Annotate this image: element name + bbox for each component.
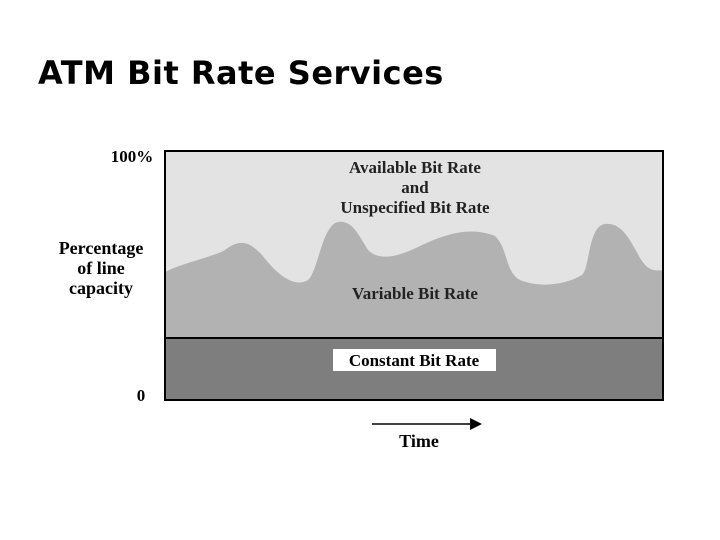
constant-bit-rate-label-box [333, 349, 496, 371]
time-label: Time [399, 431, 439, 451]
variable-bit-rate-label: Variable Bit Rate [352, 284, 478, 303]
variable-bit-rate-region [165, 221, 663, 338]
y-axis-title-line-3: capacity [69, 278, 133, 298]
slide-title: ATM Bit Rate Services [38, 54, 444, 92]
y-axis-top-label: 100% [111, 147, 154, 166]
and-label: and [401, 178, 429, 197]
y-axis-title-line-1: Percentage [59, 238, 144, 258]
constant-bit-rate-label: Constant Bit Rate [349, 351, 480, 370]
y-axis-title-line-2: of line [77, 258, 125, 278]
available-bit-rate-label: Available Bit Rate [349, 158, 481, 177]
plot-border [164, 150, 664, 401]
y-axis-bottom-label: 0 [137, 386, 146, 405]
time-arrow-head [470, 418, 482, 430]
unspecified-bit-rate-label: Unspecified Bit Rate [340, 198, 490, 217]
